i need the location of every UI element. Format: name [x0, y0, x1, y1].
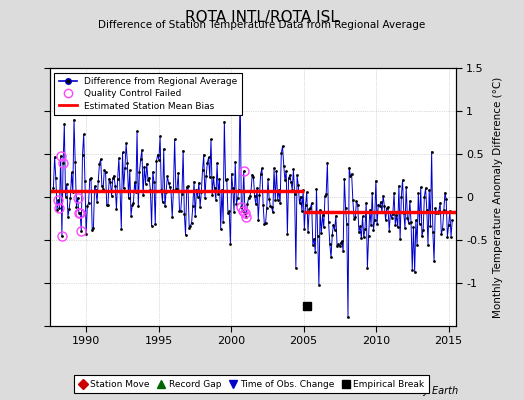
- Y-axis label: Monthly Temperature Anomaly Difference (°C): Monthly Temperature Anomaly Difference (…: [494, 76, 504, 318]
- Text: Difference of Station Temperature Data from Regional Average: Difference of Station Temperature Data f…: [99, 20, 425, 30]
- Text: Berkeley Earth: Berkeley Earth: [386, 386, 458, 396]
- Text: ROTA INTL/ROTA ISL: ROTA INTL/ROTA ISL: [185, 10, 339, 25]
- Legend: Station Move, Record Gap, Time of Obs. Change, Empirical Break: Station Move, Record Gap, Time of Obs. C…: [74, 376, 429, 394]
- Legend: Difference from Regional Average, Quality Control Failed, Estimated Station Mean: Difference from Regional Average, Qualit…: [54, 72, 242, 115]
